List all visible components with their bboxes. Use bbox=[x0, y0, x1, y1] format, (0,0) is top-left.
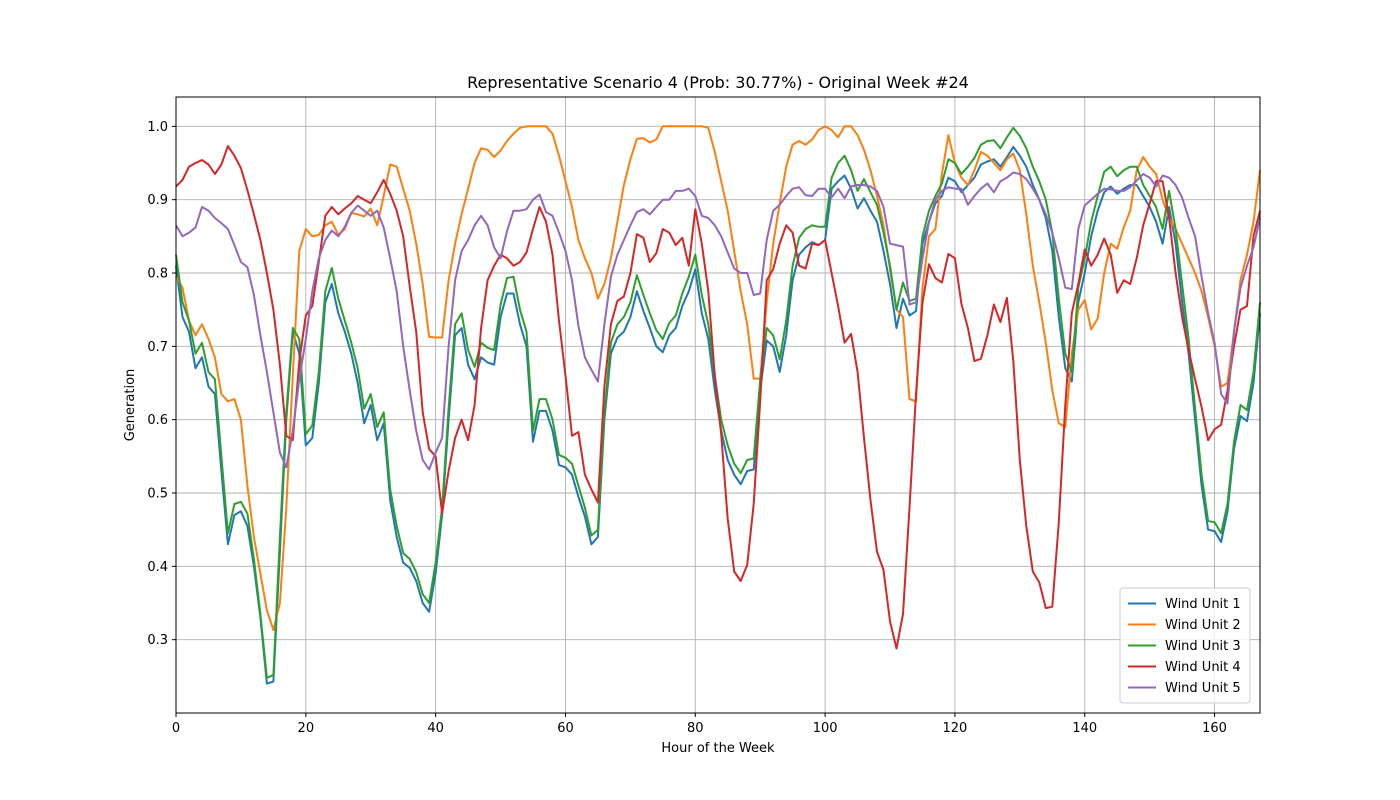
x-tick-label: 80 bbox=[687, 721, 704, 736]
legend-label: Wind Unit 3 bbox=[1165, 639, 1241, 654]
series-lines bbox=[175, 125, 1261, 685]
legend-label: Wind Unit 5 bbox=[1165, 681, 1241, 696]
y-axis-ticks: 0.3 0.4 0.5 0.6 0.7 0.8 0.9 1.0 bbox=[147, 120, 176, 648]
x-tick-label: 40 bbox=[427, 721, 444, 736]
legend-label: Wind Unit 1 bbox=[1165, 597, 1241, 612]
legend-label: Wind Unit 2 bbox=[1165, 618, 1241, 633]
x-tick-label: 120 bbox=[943, 721, 968, 736]
y-axis-label: Generation bbox=[123, 369, 138, 442]
y-tick-label: 0.6 bbox=[147, 413, 168, 428]
series-line-wind-unit-4 bbox=[175, 145, 1261, 650]
x-tick-label: 60 bbox=[557, 721, 574, 736]
y-tick-label: 0.8 bbox=[147, 267, 168, 282]
x-axis-label: Hour of the Week bbox=[661, 741, 775, 756]
series-line-wind-unit-2 bbox=[175, 125, 1261, 632]
legend-label: Wind Unit 4 bbox=[1165, 660, 1241, 675]
legend: Wind Unit 1 Wind Unit 2 Wind Unit 3 Wind Un… bbox=[1119, 587, 1251, 704]
grid-lines bbox=[175, 97, 1260, 713]
series-line-wind-unit-5 bbox=[175, 171, 1261, 471]
y-tick-label: 0.5 bbox=[147, 487, 168, 502]
x-axis-ticks: 0 20 40 60 80 100 120 140 160 bbox=[172, 713, 1227, 736]
x-tick-label: 160 bbox=[1202, 721, 1227, 736]
y-tick-label: 1.0 bbox=[147, 120, 168, 135]
y-tick-label: 0.3 bbox=[147, 633, 168, 648]
y-tick-label: 0.4 bbox=[147, 560, 168, 575]
x-tick-label: 140 bbox=[1072, 721, 1097, 736]
y-tick-label: 0.9 bbox=[147, 193, 168, 208]
chart-title: Representative Scenario 4 (Prob: 30.77%)… bbox=[467, 73, 969, 92]
plot-frame bbox=[175, 96, 1261, 714]
legend-box bbox=[1119, 587, 1251, 704]
x-tick-label: 100 bbox=[813, 721, 838, 736]
x-tick-label: 20 bbox=[298, 721, 315, 736]
x-tick-label: 0 bbox=[172, 721, 180, 736]
y-tick-label: 0.7 bbox=[147, 340, 168, 355]
